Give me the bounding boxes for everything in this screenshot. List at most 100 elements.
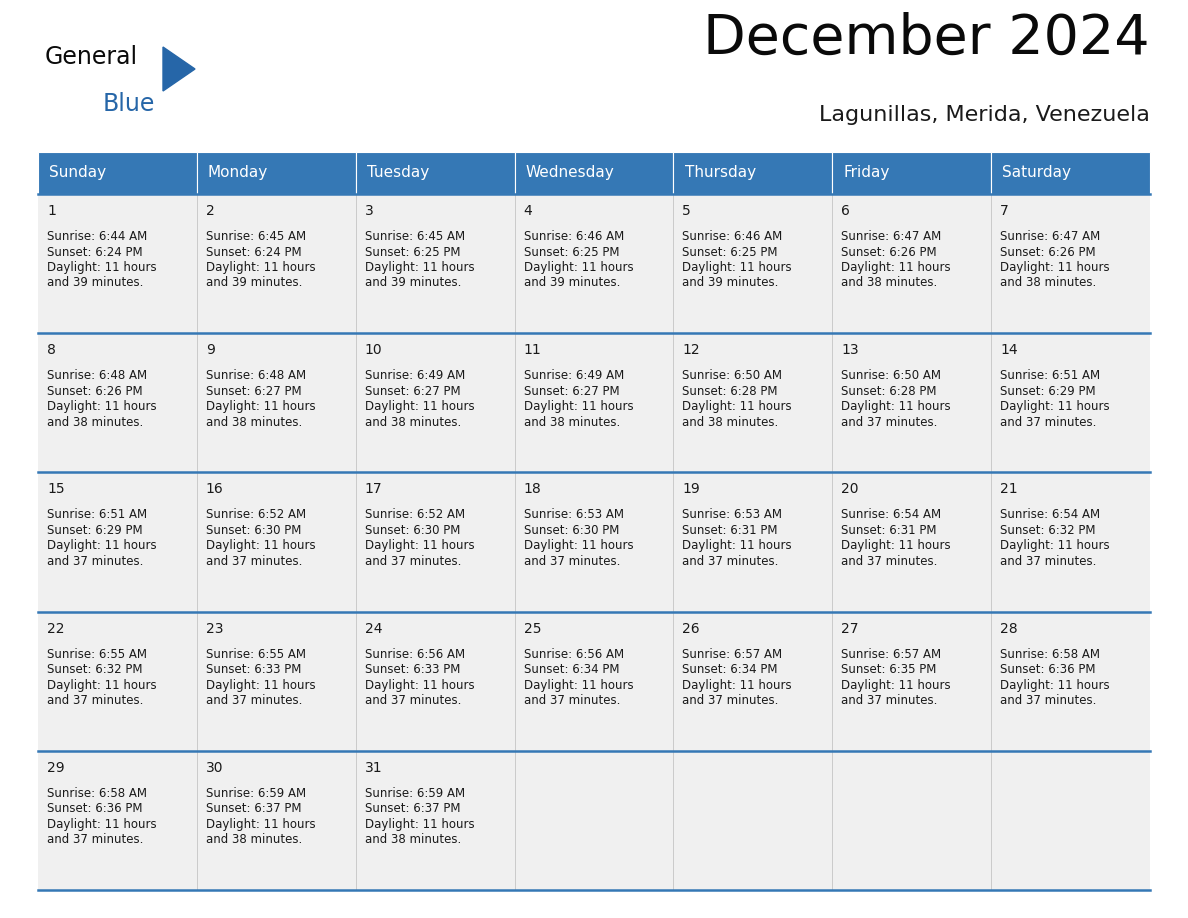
- Text: and 37 minutes.: and 37 minutes.: [1000, 554, 1097, 568]
- Text: and 37 minutes.: and 37 minutes.: [841, 694, 937, 707]
- Text: and 37 minutes.: and 37 minutes.: [365, 694, 461, 707]
- Text: Daylight: 11 hours: Daylight: 11 hours: [841, 540, 950, 553]
- Bar: [197, 751, 355, 890]
- Text: Sunset: 6:25 PM: Sunset: 6:25 PM: [524, 245, 619, 259]
- Bar: [674, 194, 833, 333]
- Text: Sunset: 6:29 PM: Sunset: 6:29 PM: [48, 524, 143, 537]
- Text: 10: 10: [365, 343, 383, 357]
- Bar: [355, 751, 514, 890]
- Text: and 37 minutes.: and 37 minutes.: [365, 554, 461, 568]
- Text: Daylight: 11 hours: Daylight: 11 hours: [365, 678, 474, 691]
- Bar: [991, 194, 1150, 333]
- Text: and 37 minutes.: and 37 minutes.: [206, 554, 302, 568]
- Text: Sunrise: 6:45 AM: Sunrise: 6:45 AM: [206, 230, 307, 243]
- Bar: [38, 751, 197, 890]
- Text: 15: 15: [48, 482, 64, 497]
- Text: Sunset: 6:27 PM: Sunset: 6:27 PM: [524, 385, 619, 397]
- Text: Sunrise: 6:59 AM: Sunrise: 6:59 AM: [365, 787, 465, 800]
- Text: Saturday: Saturday: [1003, 165, 1072, 181]
- Text: Sunrise: 6:46 AM: Sunrise: 6:46 AM: [524, 230, 624, 243]
- Text: Sunrise: 6:58 AM: Sunrise: 6:58 AM: [1000, 647, 1100, 661]
- Text: Sunset: 6:30 PM: Sunset: 6:30 PM: [365, 524, 460, 537]
- Text: Daylight: 11 hours: Daylight: 11 hours: [524, 400, 633, 413]
- Bar: [833, 473, 991, 611]
- Bar: [833, 152, 991, 194]
- Text: Daylight: 11 hours: Daylight: 11 hours: [48, 678, 157, 691]
- Text: Daylight: 11 hours: Daylight: 11 hours: [1000, 540, 1110, 553]
- Text: Sunset: 6:24 PM: Sunset: 6:24 PM: [48, 245, 143, 259]
- Text: Sunset: 6:29 PM: Sunset: 6:29 PM: [1000, 385, 1095, 397]
- Text: Sunrise: 6:52 AM: Sunrise: 6:52 AM: [365, 509, 465, 521]
- Bar: [674, 751, 833, 890]
- Text: and 38 minutes.: and 38 minutes.: [524, 416, 620, 429]
- Text: Sunrise: 6:59 AM: Sunrise: 6:59 AM: [206, 787, 307, 800]
- Text: Sunset: 6:37 PM: Sunset: 6:37 PM: [206, 802, 302, 815]
- Text: 18: 18: [524, 482, 542, 497]
- Text: Sunset: 6:25 PM: Sunset: 6:25 PM: [365, 245, 460, 259]
- Text: Wednesday: Wednesday: [526, 165, 614, 181]
- Text: Sunset: 6:28 PM: Sunset: 6:28 PM: [841, 385, 937, 397]
- Text: 22: 22: [48, 621, 64, 635]
- Bar: [38, 473, 197, 611]
- Text: Daylight: 11 hours: Daylight: 11 hours: [682, 678, 792, 691]
- Bar: [514, 333, 674, 473]
- Text: 11: 11: [524, 343, 542, 357]
- Text: Sunrise: 6:48 AM: Sunrise: 6:48 AM: [48, 369, 147, 382]
- Text: Sunset: 6:27 PM: Sunset: 6:27 PM: [206, 385, 302, 397]
- Text: Sunrise: 6:54 AM: Sunrise: 6:54 AM: [1000, 509, 1100, 521]
- Bar: [833, 194, 991, 333]
- Text: and 37 minutes.: and 37 minutes.: [841, 554, 937, 568]
- Text: Sunset: 6:36 PM: Sunset: 6:36 PM: [48, 802, 143, 815]
- Text: Monday: Monday: [208, 165, 268, 181]
- Text: 12: 12: [682, 343, 700, 357]
- Text: Sunset: 6:28 PM: Sunset: 6:28 PM: [682, 385, 778, 397]
- Text: 4: 4: [524, 204, 532, 218]
- Bar: [991, 611, 1150, 751]
- Bar: [991, 333, 1150, 473]
- Text: Sunset: 6:33 PM: Sunset: 6:33 PM: [365, 663, 460, 676]
- Text: Sunrise: 6:58 AM: Sunrise: 6:58 AM: [48, 787, 147, 800]
- Text: Sunset: 6:31 PM: Sunset: 6:31 PM: [682, 524, 778, 537]
- Text: Daylight: 11 hours: Daylight: 11 hours: [365, 400, 474, 413]
- Text: 23: 23: [206, 621, 223, 635]
- Text: 13: 13: [841, 343, 859, 357]
- Bar: [991, 152, 1150, 194]
- Text: Daylight: 11 hours: Daylight: 11 hours: [682, 540, 792, 553]
- Text: Sunrise: 6:47 AM: Sunrise: 6:47 AM: [841, 230, 942, 243]
- Text: and 37 minutes.: and 37 minutes.: [524, 694, 620, 707]
- Text: Sunset: 6:25 PM: Sunset: 6:25 PM: [682, 245, 778, 259]
- Text: Daylight: 11 hours: Daylight: 11 hours: [682, 261, 792, 274]
- Polygon shape: [163, 47, 195, 91]
- Text: Daylight: 11 hours: Daylight: 11 hours: [841, 400, 950, 413]
- Text: Sunrise: 6:56 AM: Sunrise: 6:56 AM: [365, 647, 465, 661]
- Text: and 39 minutes.: and 39 minutes.: [524, 276, 620, 289]
- Text: and 37 minutes.: and 37 minutes.: [206, 694, 302, 707]
- Text: Sunset: 6:24 PM: Sunset: 6:24 PM: [206, 245, 302, 259]
- Text: 9: 9: [206, 343, 215, 357]
- Text: 14: 14: [1000, 343, 1018, 357]
- Text: 3: 3: [365, 204, 373, 218]
- Bar: [197, 473, 355, 611]
- Bar: [991, 751, 1150, 890]
- Text: 7: 7: [1000, 204, 1009, 218]
- Text: Sunset: 6:30 PM: Sunset: 6:30 PM: [524, 524, 619, 537]
- Text: Daylight: 11 hours: Daylight: 11 hours: [1000, 261, 1110, 274]
- Text: and 37 minutes.: and 37 minutes.: [1000, 694, 1097, 707]
- Bar: [355, 194, 514, 333]
- Text: and 38 minutes.: and 38 minutes.: [841, 276, 937, 289]
- Text: and 37 minutes.: and 37 minutes.: [841, 416, 937, 429]
- Text: Daylight: 11 hours: Daylight: 11 hours: [48, 540, 157, 553]
- Text: 8: 8: [48, 343, 56, 357]
- Text: Daylight: 11 hours: Daylight: 11 hours: [1000, 678, 1110, 691]
- Bar: [38, 152, 197, 194]
- Text: Sunrise: 6:49 AM: Sunrise: 6:49 AM: [365, 369, 465, 382]
- Text: Sunday: Sunday: [49, 165, 106, 181]
- Text: Sunset: 6:37 PM: Sunset: 6:37 PM: [365, 802, 460, 815]
- Bar: [355, 152, 514, 194]
- Text: Sunrise: 6:49 AM: Sunrise: 6:49 AM: [524, 369, 624, 382]
- Bar: [38, 611, 197, 751]
- Text: 19: 19: [682, 482, 700, 497]
- Text: December 2024: December 2024: [703, 12, 1150, 66]
- Bar: [991, 473, 1150, 611]
- Text: Sunset: 6:32 PM: Sunset: 6:32 PM: [1000, 524, 1095, 537]
